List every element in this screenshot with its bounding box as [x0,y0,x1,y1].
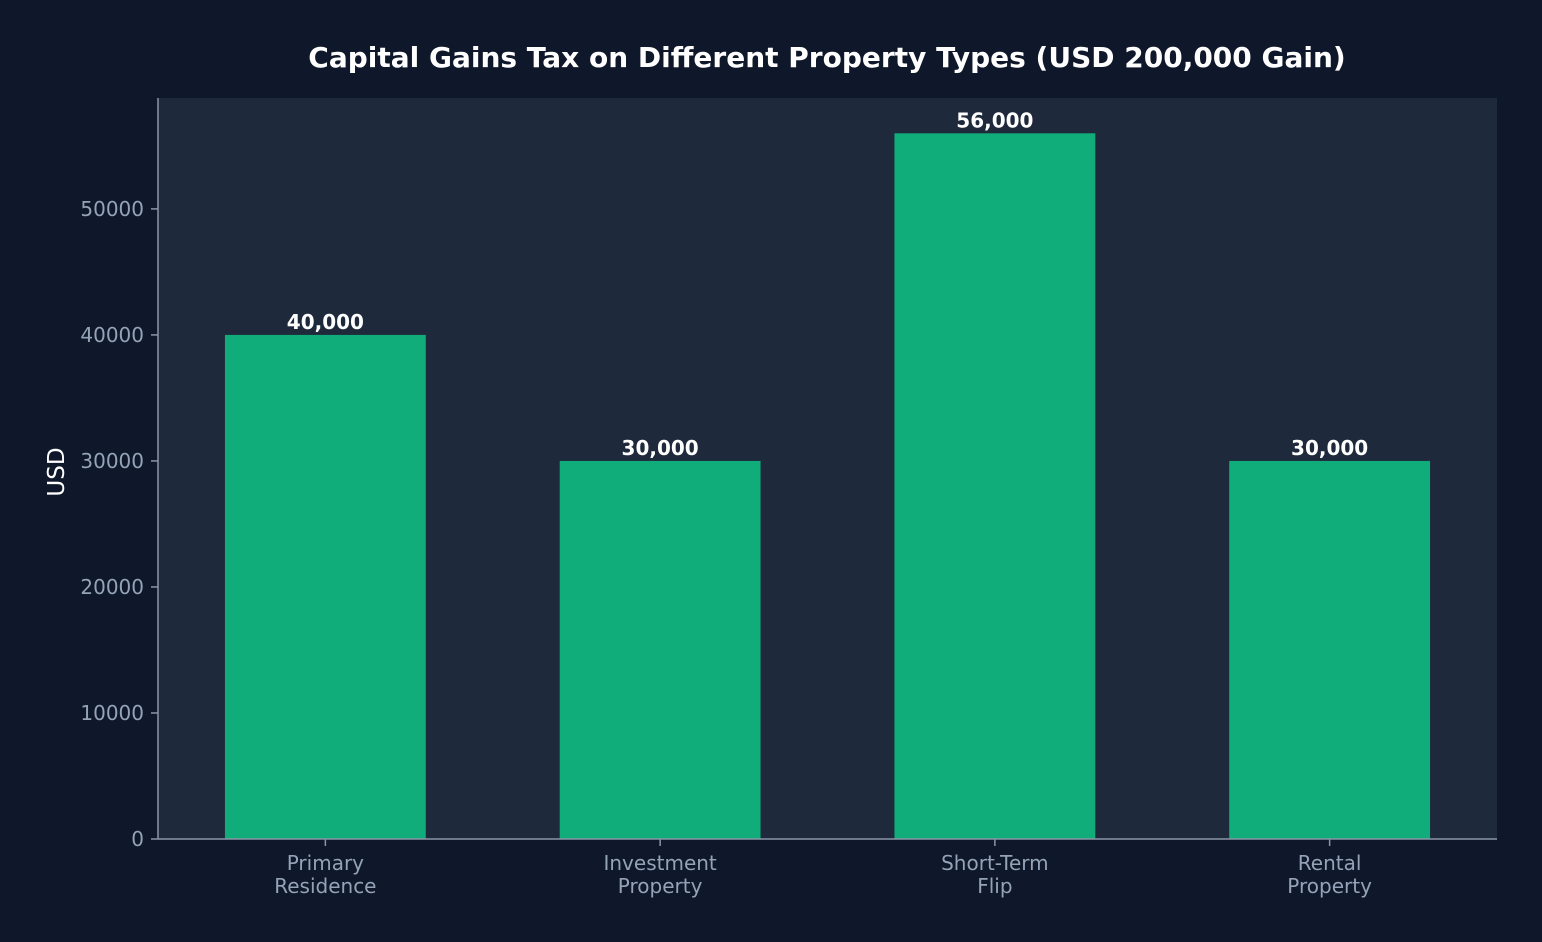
y-tick-label-3: 30000 [80,449,144,473]
y-tick-label-5: 50000 [80,197,144,221]
bar-1 [559,460,761,839]
chart-title: Capital Gains Tax on Different Property … [308,41,1345,74]
data-label-1: 30,000 [622,436,699,460]
bar-2 [894,133,1096,840]
x-tick-label-1: Investment Property [603,851,716,898]
data-label-2: 56,000 [956,108,1033,132]
y-tick-label-4: 40000 [80,323,144,347]
y-tick-label-2: 20000 [80,575,144,599]
y-tick-label-0: 0 [131,827,144,851]
x-axis: Primary Residence Investment Property Short-… [158,838,1497,898]
bar-0 [224,334,426,839]
y-tick-label-1: 10000 [80,701,144,725]
bars-group [224,133,1431,840]
bar-3 [1229,460,1431,839]
x-tick-label-3: Rental Property [1287,851,1372,898]
x-tick-label-2: Short-Term Flip [941,851,1049,898]
data-label-0: 40,000 [287,310,364,334]
data-label-3: 30,000 [1291,436,1368,460]
y-axis-title: USD [44,447,70,496]
x-tick-label-0: Primary Residence [274,851,376,898]
data-labels-group: 40,000 30,000 56,000 30,000 [287,108,1368,460]
y-axis: 0 10000 20000 30000 40000 50000 [80,98,159,851]
